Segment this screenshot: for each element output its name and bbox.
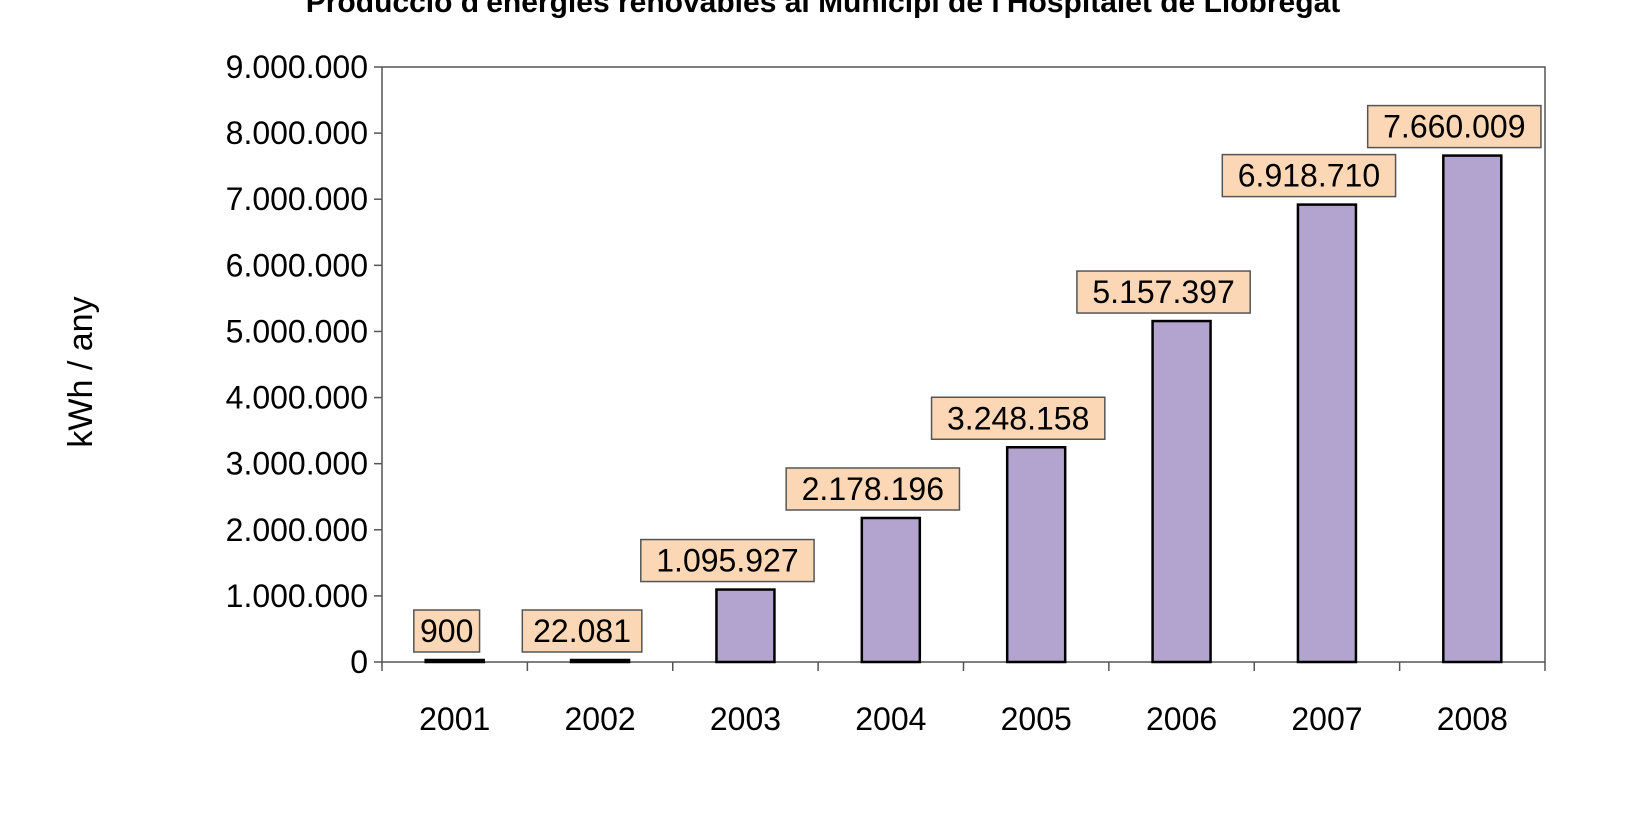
y-tick-label: 0 bbox=[350, 644, 368, 680]
data-label-box bbox=[930, 396, 1106, 441]
data-label: 900 bbox=[420, 613, 473, 649]
y-tick-label: 4.000.000 bbox=[226, 380, 368, 416]
data-label: 3.248.158 bbox=[947, 400, 1089, 436]
y-tick-label: 2.000.000 bbox=[226, 512, 368, 548]
data-label-box bbox=[1221, 153, 1397, 198]
bar bbox=[860, 516, 922, 664]
data-label: 7.660.009 bbox=[1383, 109, 1525, 145]
bar bbox=[1005, 446, 1067, 664]
y-tick-label: 8.000.000 bbox=[226, 115, 368, 151]
bar bbox=[1151, 319, 1212, 664]
y-axis-label: kWh / any bbox=[62, 296, 100, 447]
bar bbox=[569, 658, 631, 664]
data-label-box bbox=[413, 609, 481, 653]
data-label-box bbox=[521, 609, 643, 653]
y-tick-label: 5.000.000 bbox=[226, 313, 368, 349]
data-label: 2.178.196 bbox=[802, 471, 944, 507]
data-label: 6.918.710 bbox=[1238, 158, 1380, 194]
bar bbox=[715, 588, 776, 664]
y-tick-label: 1.000.000 bbox=[226, 578, 368, 614]
x-tick-label: 2008 bbox=[1437, 701, 1508, 737]
y-tick-label: 6.000.000 bbox=[226, 247, 368, 283]
x-tick-label: 2007 bbox=[1291, 701, 1362, 737]
x-tick-label: 2004 bbox=[855, 701, 926, 737]
data-label-box bbox=[785, 467, 961, 511]
x-tick-label: 2003 bbox=[710, 701, 781, 737]
bar bbox=[1442, 154, 1503, 664]
x-tick-label: 2001 bbox=[419, 701, 490, 737]
y-tick-label: 3.000.000 bbox=[226, 446, 368, 482]
y-tick-label: 7.000.000 bbox=[226, 181, 368, 217]
x-tick-label: 2005 bbox=[1001, 701, 1072, 737]
y-tick-label: 9.000.000 bbox=[226, 49, 368, 85]
bar bbox=[424, 658, 485, 664]
data-label: 22.081 bbox=[533, 613, 631, 649]
plot-area: 0 1.000.000 2.000.000 3.000.000 4.000.000 5.0… bbox=[226, 49, 1546, 737]
data-label-box bbox=[1076, 270, 1251, 314]
x-tick-label: 2002 bbox=[564, 701, 635, 737]
x-tick-label: 2006 bbox=[1146, 701, 1217, 737]
data-label-box bbox=[1366, 104, 1542, 149]
data-label: 1.095.927 bbox=[656, 543, 798, 579]
bar bbox=[1296, 203, 1358, 664]
data-label: 5.157.397 bbox=[1092, 274, 1234, 310]
data-label-box bbox=[640, 538, 815, 583]
chart-title: Producció d'energies renovables al Munic… bbox=[306, 0, 1341, 19]
